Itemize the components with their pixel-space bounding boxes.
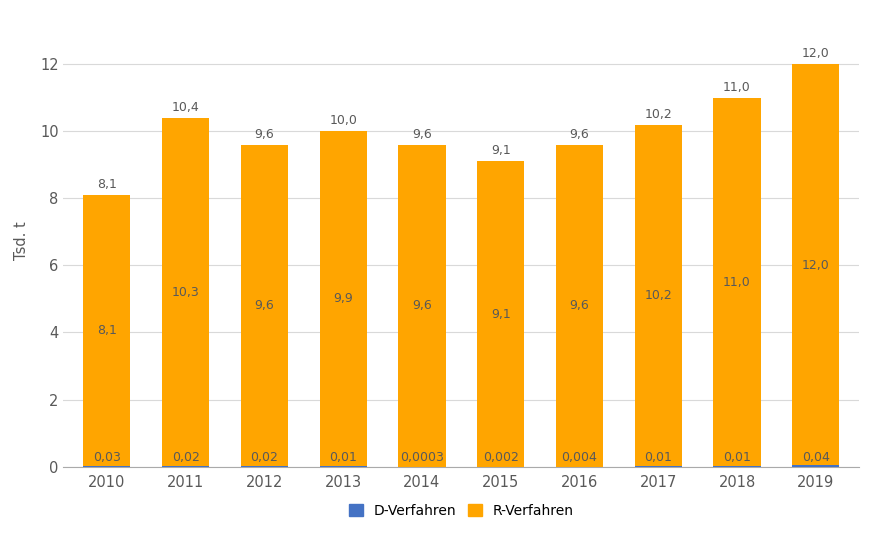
Text: 11,0: 11,0 bbox=[723, 276, 751, 289]
Legend: D-Verfahren, R-Verfahren: D-Verfahren, R-Verfahren bbox=[343, 498, 579, 523]
Bar bbox=[713, 98, 760, 467]
Text: 0,04: 0,04 bbox=[801, 451, 829, 464]
Bar bbox=[162, 466, 210, 467]
Text: 0,01: 0,01 bbox=[329, 451, 357, 464]
Text: 9,6: 9,6 bbox=[412, 299, 432, 312]
Text: 0,01: 0,01 bbox=[644, 451, 672, 464]
Bar bbox=[83, 466, 130, 467]
Bar bbox=[477, 161, 525, 467]
Y-axis label: Tsd. t: Tsd. t bbox=[14, 221, 29, 260]
Bar bbox=[83, 195, 130, 467]
Text: 0,03: 0,03 bbox=[93, 451, 120, 464]
Text: 8,1: 8,1 bbox=[97, 324, 117, 337]
Text: 11,0: 11,0 bbox=[723, 81, 751, 94]
Text: 9,6: 9,6 bbox=[255, 299, 274, 312]
Bar bbox=[792, 466, 840, 467]
Bar bbox=[320, 131, 367, 467]
Text: 9,6: 9,6 bbox=[569, 128, 589, 141]
Text: 10,3: 10,3 bbox=[172, 285, 199, 299]
Text: 9,1: 9,1 bbox=[491, 144, 511, 158]
Text: 10,0: 10,0 bbox=[329, 114, 357, 127]
Text: 8,1: 8,1 bbox=[97, 178, 117, 191]
Bar bbox=[241, 466, 288, 467]
Text: 12,0: 12,0 bbox=[802, 259, 829, 272]
Text: 10,2: 10,2 bbox=[644, 108, 672, 121]
Text: 0,02: 0,02 bbox=[172, 451, 200, 464]
Bar bbox=[398, 145, 445, 467]
Text: 9,6: 9,6 bbox=[255, 128, 274, 141]
Bar bbox=[556, 145, 603, 467]
Text: 10,4: 10,4 bbox=[172, 101, 199, 114]
Bar bbox=[162, 118, 210, 467]
Text: 0,02: 0,02 bbox=[251, 451, 278, 464]
Bar bbox=[792, 64, 840, 467]
Text: 9,6: 9,6 bbox=[569, 299, 589, 312]
Bar bbox=[241, 145, 288, 467]
Text: 12,0: 12,0 bbox=[802, 47, 829, 60]
Text: 0,0003: 0,0003 bbox=[400, 451, 443, 464]
Text: 9,6: 9,6 bbox=[412, 128, 432, 141]
Bar bbox=[635, 125, 682, 467]
Text: 10,2: 10,2 bbox=[644, 289, 672, 302]
Text: 0,002: 0,002 bbox=[483, 451, 519, 464]
Text: 0,004: 0,004 bbox=[561, 451, 597, 464]
Text: 9,9: 9,9 bbox=[333, 293, 353, 305]
Text: 0,01: 0,01 bbox=[723, 451, 751, 464]
Text: 9,1: 9,1 bbox=[491, 307, 511, 321]
